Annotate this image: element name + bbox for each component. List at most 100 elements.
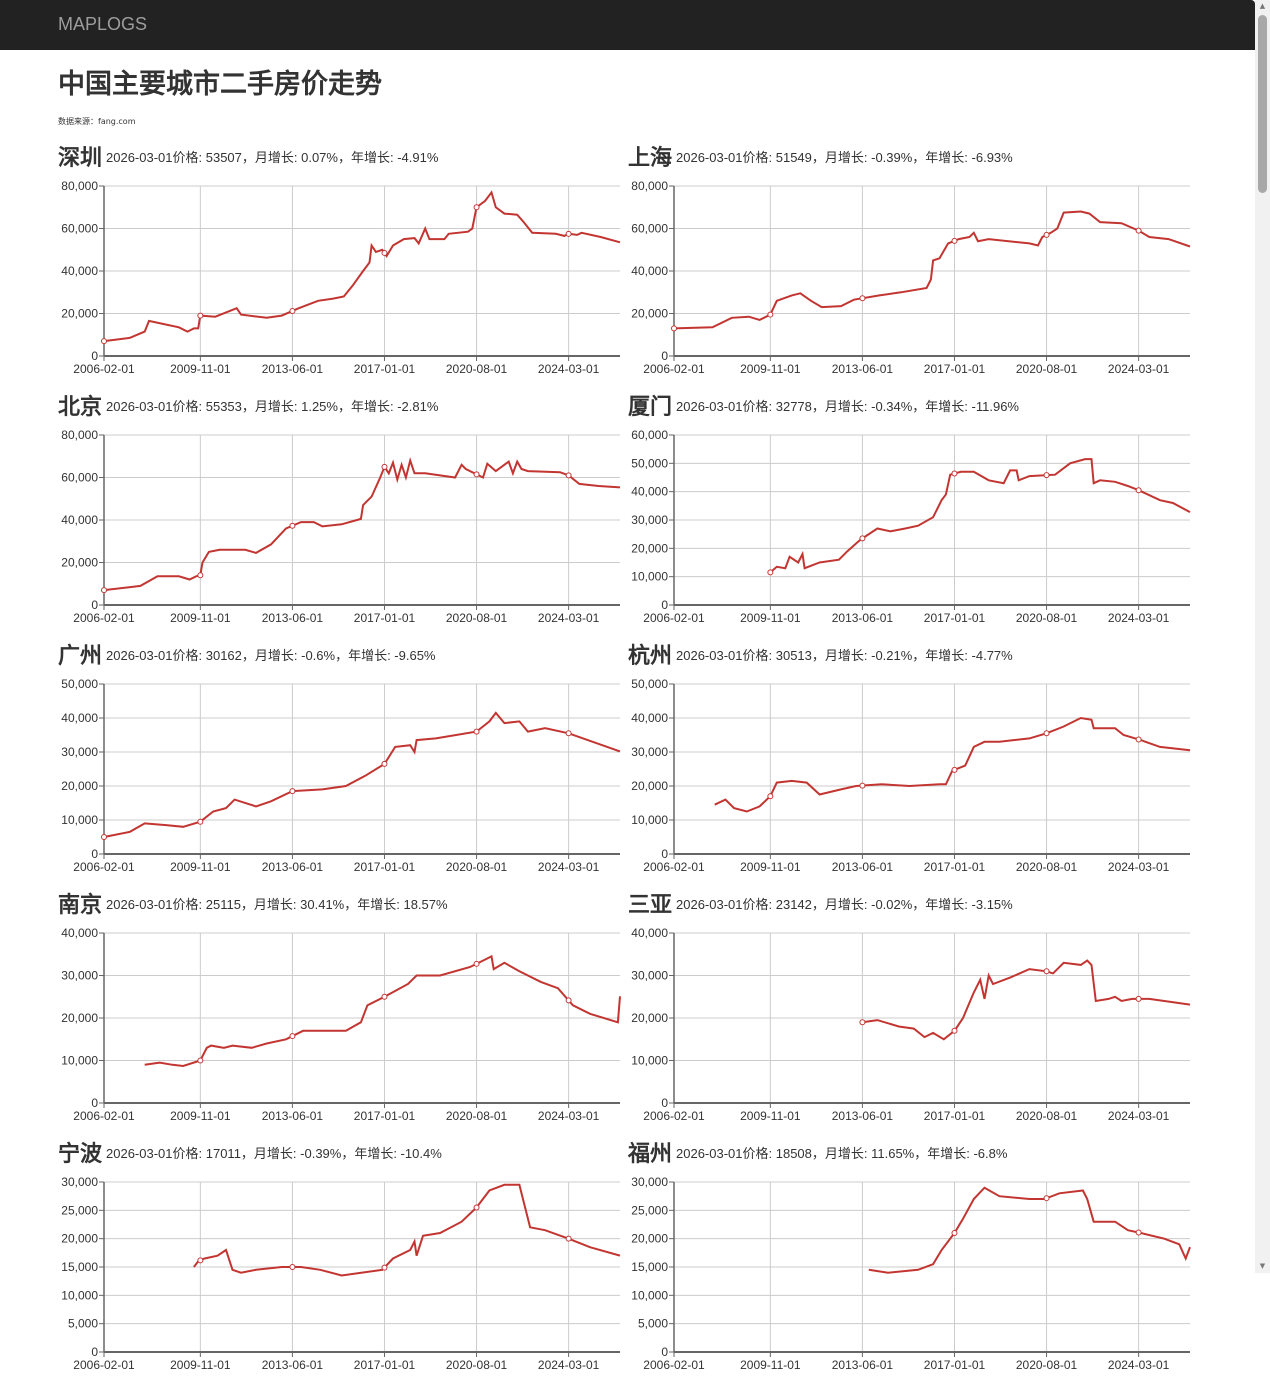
line-chart: 0 10,000 20,000 30,000 40,000 2006-02-01 2009-…: [61, 926, 621, 1123]
data-point[interactable]: [197, 1057, 204, 1064]
x-tick-label: 2006-02-01: [73, 362, 135, 376]
y-tick-label: 0: [661, 1345, 668, 1359]
data-point[interactable]: [767, 569, 774, 576]
scroll-up-icon[interactable]: ▲: [1259, 2, 1266, 10]
y-tick-label: 60,000: [631, 428, 668, 442]
x-tick-label: 2024-03-01: [1108, 1358, 1170, 1372]
data-point[interactable]: [197, 818, 204, 825]
data-point[interactable]: [951, 766, 958, 773]
data-point[interactable]: [473, 471, 480, 478]
brand-logo[interactable]: MAPLOGS: [58, 14, 148, 34]
data-point[interactable]: [1043, 231, 1050, 238]
data-point[interactable]: [473, 960, 480, 967]
data-point[interactable]: [1043, 472, 1050, 479]
data-point[interactable]: [951, 1230, 958, 1236]
chart-title: 福州 2026-03-01价格: 18508，月增长: 11.65%，年增长: -…: [628, 1136, 1007, 1168]
x-tick-label: 2024-03-01: [538, 611, 600, 625]
x-tick-label: 2024-03-01: [538, 362, 600, 376]
city-name: 杭州: [628, 644, 673, 669]
data-point[interactable]: [951, 1027, 958, 1034]
data-point[interactable]: [1135, 995, 1142, 1002]
x-tick-label: 2020-08-01: [1016, 860, 1078, 874]
data-point[interactable]: [565, 730, 572, 737]
data-point[interactable]: [1043, 730, 1050, 737]
scroll-down-icon[interactable]: ▼: [1259, 1262, 1266, 1270]
data-point[interactable]: [951, 470, 958, 477]
data-point[interactable]: [381, 1264, 388, 1271]
data-point[interactable]: [101, 587, 107, 594]
y-tick-label: 10,000: [61, 813, 98, 827]
data-point[interactable]: [951, 237, 958, 244]
city-name: 厦门: [628, 395, 673, 420]
y-tick-label: 20,000: [631, 1232, 668, 1246]
data-point[interactable]: [289, 1264, 296, 1270]
data-point[interactable]: [1135, 487, 1142, 494]
line-chart: 0 10,000 20,000 30,000 40,000 2006-02-01 2009-…: [631, 926, 1191, 1123]
y-tick-label: 40,000: [61, 264, 98, 278]
y-tick-label: 5,000: [638, 1317, 668, 1331]
scrollbar[interactable]: [1255, 0, 1270, 1273]
data-point[interactable]: [381, 760, 388, 767]
x-tick-label: 2017-01-01: [924, 1358, 986, 1372]
city-name: 宁波: [58, 1142, 103, 1167]
y-tick-label: 30,000: [61, 969, 98, 983]
data-point[interactable]: [197, 1257, 204, 1264]
city-stats: 2026-03-01价格: 53507，月增长: 0.07%，年增长: -4.9…: [106, 149, 439, 165]
y-tick-label: 20,000: [631, 779, 668, 793]
data-point[interactable]: [473, 204, 480, 211]
data-point[interactable]: [859, 1019, 866, 1026]
data-point[interactable]: [381, 993, 388, 1000]
x-tick-label: 2009-11-01: [740, 1358, 801, 1372]
x-tick-label: 2009-11-01: [170, 1109, 231, 1123]
x-tick-label: 2013-06-01: [832, 1358, 894, 1372]
data-point[interactable]: [1043, 968, 1050, 975]
data-point[interactable]: [381, 463, 388, 470]
data-point[interactable]: [289, 522, 296, 529]
y-tick-label: 40,000: [61, 711, 98, 725]
chart-9: 福州 2026-03-01价格: 18508，月增长: 11.65%，年增长: -…: [628, 1136, 1208, 1385]
data-point[interactable]: [101, 338, 107, 345]
y-tick-label: 30,000: [61, 745, 98, 759]
y-tick-label: 0: [661, 1096, 668, 1110]
data-point[interactable]: [859, 782, 866, 789]
y-tick-label: 10,000: [631, 813, 668, 827]
y-tick-label: 50,000: [61, 677, 98, 691]
x-tick-label: 2013-06-01: [832, 860, 894, 874]
data-point[interactable]: [197, 312, 204, 319]
data-point[interactable]: [289, 307, 296, 314]
data-point[interactable]: [473, 1204, 480, 1211]
data-point[interactable]: [859, 535, 866, 542]
y-tick-label: 20,000: [61, 1011, 98, 1025]
data-point[interactable]: [1135, 227, 1142, 234]
y-tick-label: 20,000: [631, 541, 668, 555]
data-point[interactable]: [1135, 736, 1142, 743]
y-tick-label: 40,000: [61, 926, 98, 940]
x-tick-label: 2024-03-01: [538, 1358, 600, 1372]
x-tick-label: 2024-03-01: [1108, 860, 1170, 874]
data-point[interactable]: [767, 793, 774, 800]
price-line: [673, 210, 1191, 330]
data-point[interactable]: [289, 788, 296, 795]
price-line: [769, 458, 1191, 574]
data-point[interactable]: [1043, 1195, 1050, 1202]
chart-2: 北京 2026-03-01价格: 55353，月增长: 1.25%，年增长: -2…: [58, 389, 638, 638]
data-point[interactable]: [859, 295, 866, 302]
data-point[interactable]: [197, 572, 204, 579]
x-tick-label: 2006-02-01: [73, 1109, 135, 1123]
data-point[interactable]: [671, 325, 677, 332]
data-point[interactable]: [101, 834, 107, 840]
scrollbar-thumb[interactable]: [1258, 15, 1267, 193]
data-point[interactable]: [565, 472, 572, 479]
data-point[interactable]: [473, 728, 480, 735]
data-point[interactable]: [381, 249, 388, 256]
data-point[interactable]: [767, 311, 774, 318]
chart-title: 三亚 2026-03-01价格: 23142，月增长: -0.02%，年增长: -…: [628, 887, 1013, 919]
data-point[interactable]: [1135, 1229, 1142, 1236]
city-stats: 2026-03-01价格: 55353，月增长: 1.25%，年增长: -2.8…: [106, 398, 439, 414]
data-point[interactable]: [565, 1235, 572, 1242]
data-point[interactable]: [565, 997, 572, 1004]
x-tick-label: 2024-03-01: [1108, 1109, 1170, 1123]
data-point[interactable]: [289, 1033, 296, 1040]
city-stats: 2026-03-01价格: 51549，月增长: -0.39%，年增长: -6.…: [676, 149, 1013, 165]
data-point[interactable]: [565, 230, 572, 237]
